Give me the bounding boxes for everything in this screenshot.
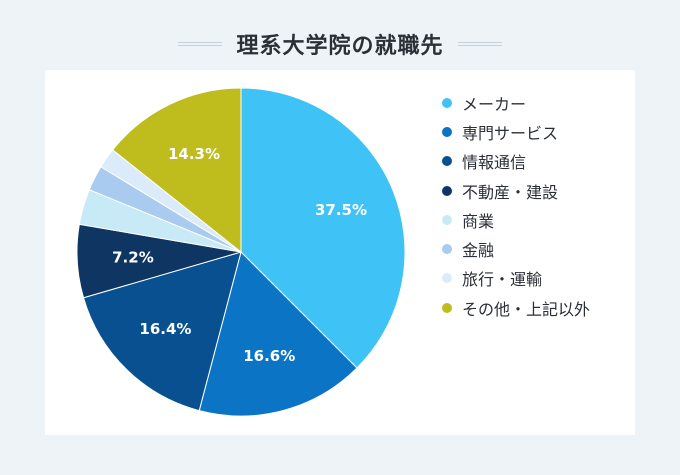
legend-label-7: 旅行・運輸 — [462, 270, 543, 290]
chart-title: 理系大学院の就職先 — [236, 34, 444, 59]
legend-label-8: その他・上記以外 — [462, 299, 591, 319]
legend-label-5: 商業 — [462, 211, 495, 231]
legend-swatch-8 — [442, 302, 452, 313]
pie-slice-1 — [240, 87, 406, 369]
legend-swatch-2 — [442, 126, 452, 137]
legend-label-6: 金融 — [462, 241, 495, 261]
legend-item-8: その他・上記以外 — [442, 293, 590, 322]
legend-swatch-3 — [442, 156, 452, 167]
legend-item-4: 不動産・建設 — [442, 176, 590, 205]
legend-label-2: 専門サービス — [462, 123, 559, 143]
legend-label-3: 情報通信 — [462, 153, 527, 173]
legend-item-7: 旅行・運輸 — [442, 264, 590, 293]
legend-item-3: 情報通信 — [442, 147, 590, 176]
pie-slice-label-3: 16.4% — [139, 320, 191, 338]
title-row: 理系大学院の就職先 — [0, 24, 680, 64]
legend-item-2: 専門サービス — [442, 117, 590, 146]
legend-swatch-4 — [442, 185, 452, 196]
legend-swatch-5 — [442, 214, 452, 225]
legend-item-1: メーカー — [442, 88, 590, 117]
legend: メーカー専門サービス 情報通信不動産・建設 商業金融旅行・運輸その他・上記以外 — [442, 88, 590, 322]
pie-slice-label-4: 7.2% — [112, 249, 154, 267]
pie-slice-label-1: 37.5% — [315, 201, 367, 219]
legend-swatch-6 — [442, 244, 452, 255]
legend-item-5: 商業 — [442, 205, 590, 234]
legend-label-1: メーカー — [462, 94, 527, 114]
pie-slice-8 — [111, 87, 242, 254]
pie-slice-label-8: 14.3% — [168, 145, 220, 163]
legend-item-6: 金融 — [442, 234, 590, 263]
pie-slice-label-2: 16.6% — [243, 347, 295, 365]
legend-swatch-1 — [442, 97, 452, 108]
pie-slice-3 — [82, 251, 242, 412]
pie-slice-2 — [198, 251, 358, 417]
legend-swatch-7 — [442, 273, 452, 284]
legend-label-4: 不動産・建設 — [462, 182, 559, 202]
